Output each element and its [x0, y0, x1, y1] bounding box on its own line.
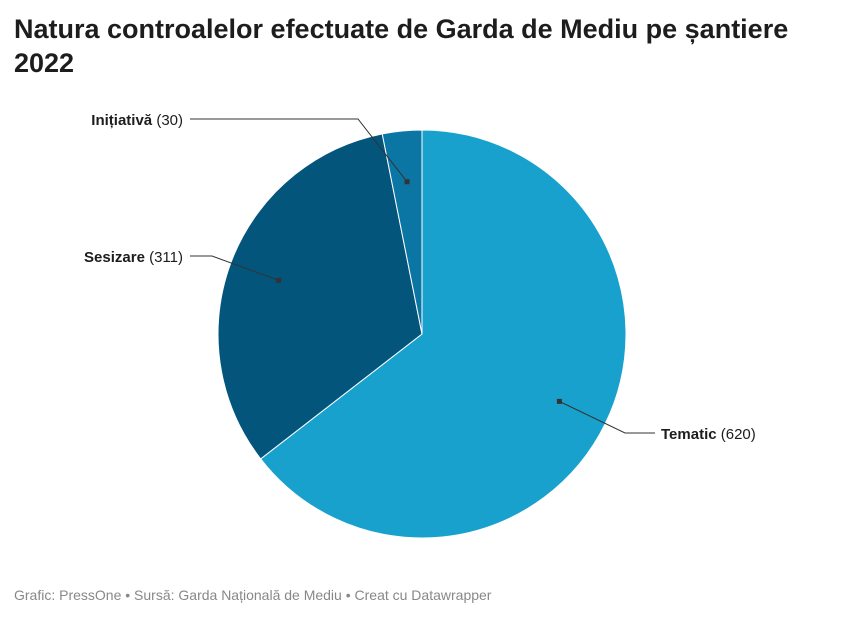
- slice-label-2: Inițiativă (30): [91, 112, 183, 129]
- leader-dot-0: [556, 398, 562, 404]
- leader-dot-2: [404, 179, 410, 185]
- slice-label-name: Inițiativă: [91, 112, 153, 129]
- slice-label-name: Tematic: [661, 426, 717, 443]
- leader-line-1: [190, 255, 279, 281]
- chart-footer: Grafic: PressOne • Sursă: Garda Național…: [14, 587, 492, 603]
- slice-label-0: Tematic (620): [661, 426, 756, 443]
- slice-label-1: Sesizare (311): [84, 249, 183, 266]
- leader-line-0: [559, 400, 655, 434]
- leader-line-2: [190, 118, 408, 183]
- leader-dot-1: [276, 277, 282, 283]
- chart-title: Natura controalelor efectuate de Garda d…: [14, 14, 789, 78]
- pie-slice-2: [381, 129, 423, 335]
- slice-label-name: Sesizare: [84, 249, 145, 266]
- slice-label-value: (30): [152, 112, 183, 129]
- slice-label-value: (620): [717, 426, 756, 443]
- slice-label-value: (311): [145, 249, 183, 266]
